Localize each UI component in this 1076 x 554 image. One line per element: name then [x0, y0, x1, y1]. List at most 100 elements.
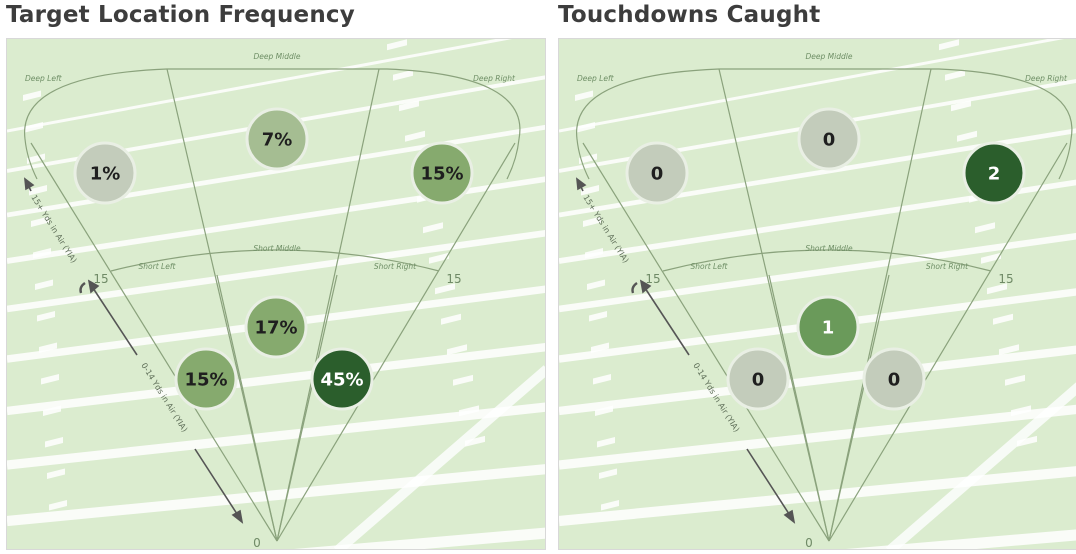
hash-mark	[47, 468, 65, 480]
arrowhead-deep	[576, 177, 587, 191]
bubble-circle	[797, 107, 861, 171]
hash-mark	[405, 130, 425, 142]
zone-outlines	[576, 68, 1073, 542]
arrow-short-lower	[746, 448, 792, 518]
hash-mark	[987, 283, 1007, 295]
hash-mark	[579, 153, 597, 165]
hash-mark	[31, 216, 49, 228]
zone-label-short-left: Short Left	[691, 262, 729, 271]
ray-short-left	[768, 274, 830, 542]
bubble-circle	[245, 107, 309, 171]
bubble-deep-left: 0	[625, 141, 689, 205]
hash-mark	[1005, 374, 1025, 386]
hash-mark	[945, 69, 965, 81]
hash-mark	[589, 311, 607, 322]
yard-line	[7, 39, 513, 133]
arrow-short-lower	[194, 448, 240, 518]
zone-label-short-right: Short Right	[374, 262, 417, 271]
arrow-short-upper	[90, 284, 138, 356]
hash-mark	[1011, 405, 1031, 417]
panel-target-location-frequency: Target Location Frequency Deep Left Deep …	[6, 0, 546, 554]
bubble-short-right: 45%	[310, 347, 374, 411]
arrow-short-upper	[642, 284, 690, 356]
deep-edge-left	[24, 138, 38, 180]
ray-outer-right	[828, 142, 1068, 542]
deep-arc	[24, 68, 521, 140]
bubble-circle	[796, 295, 860, 359]
yard-line	[845, 529, 1076, 549]
zone-label-short-left: Short Left	[139, 262, 177, 271]
yard-label-origin: 0	[253, 536, 261, 550]
ray-short-left	[216, 274, 278, 542]
bracket-15	[631, 282, 638, 294]
yard-line	[559, 232, 1076, 313]
hash-mark	[1017, 435, 1037, 447]
bubble-label: 0	[888, 370, 901, 391]
hash-mark	[399, 100, 419, 112]
bubble-label: 1%	[90, 164, 121, 185]
zone-label-deep-middle: Deep Middle	[806, 52, 853, 61]
bubble-circle	[962, 141, 1026, 205]
bubbles: 1% 7% 15% 15% 17% 45%	[73, 107, 474, 411]
deep-edge-right	[1058, 138, 1072, 180]
short-arc	[110, 249, 440, 272]
hash-mark	[575, 90, 593, 102]
hash-mark	[453, 374, 473, 386]
hash-mark	[597, 437, 615, 448]
bubble-label: 7%	[262, 130, 293, 151]
hash-mark	[435, 283, 455, 295]
yard-line	[559, 39, 1065, 133]
bubble-label: 2	[988, 164, 1001, 185]
yard-label-left-15: 15	[93, 272, 108, 286]
bubble-deep-right: 15%	[410, 141, 474, 205]
hash-mark	[599, 468, 617, 480]
arrowhead-short-upper	[639, 279, 652, 294]
sideline	[885, 382, 1076, 549]
bubble-circle	[310, 347, 374, 411]
hash-mark	[459, 405, 479, 417]
field-svg: Deep Left Deep Middle Deep Right Short Left…	[7, 39, 545, 550]
ray-short-right	[276, 274, 338, 542]
zone-label-deep-left: Deep Left	[25, 74, 63, 83]
hash-mark	[981, 252, 1001, 264]
deep-edge-right	[506, 138, 520, 180]
hash-mark	[587, 279, 605, 291]
axis-arrows	[576, 177, 796, 524]
ray-outer-left	[582, 142, 830, 542]
hash-mark	[23, 90, 41, 102]
field-svg: Deep Left Deep Middle Deep Right Short Left…	[559, 39, 1076, 549]
hash-mark	[993, 313, 1013, 325]
hash-mark	[387, 39, 407, 51]
bubble-label: 0	[752, 370, 765, 391]
ray-short-right	[828, 274, 890, 542]
bubble-circle	[244, 295, 308, 359]
ray-inner-right	[828, 68, 932, 542]
arrowhead-short-upper	[87, 279, 100, 294]
hash-mark	[585, 248, 603, 259]
bubble-short-middle: 17%	[244, 295, 308, 359]
zone-label-deep-right: Deep Right	[1025, 74, 1068, 83]
zone-label-short-middle: Short Middle	[805, 244, 853, 253]
hash-mark	[35, 279, 53, 291]
sideline	[333, 365, 545, 549]
bubble-circle	[174, 347, 238, 411]
bubble-label: 15%	[420, 164, 463, 185]
ray-outer-left	[30, 142, 278, 542]
bubble-short-left: 15%	[174, 347, 238, 411]
hash-mark	[951, 100, 971, 112]
zone-label-deep-left: Deep Left	[577, 74, 615, 83]
bubble-short-left: 0	[726, 347, 790, 411]
hash-mark	[37, 311, 55, 322]
yard-label-right-15: 15	[446, 272, 461, 286]
yard-line	[7, 343, 545, 416]
short-arc	[662, 249, 992, 272]
axis-arrows	[24, 177, 244, 524]
hash-mark	[423, 222, 443, 234]
bubble-circle	[726, 347, 790, 411]
field-chart: Deep Left Deep Middle Deep Right Short Left…	[6, 38, 546, 550]
zone-outlines	[24, 68, 521, 542]
panel-title: Target Location Frequency	[6, 2, 355, 28]
bubble-label: 15%	[184, 370, 227, 391]
hash-mark	[583, 216, 601, 228]
yard-line	[559, 404, 1076, 470]
